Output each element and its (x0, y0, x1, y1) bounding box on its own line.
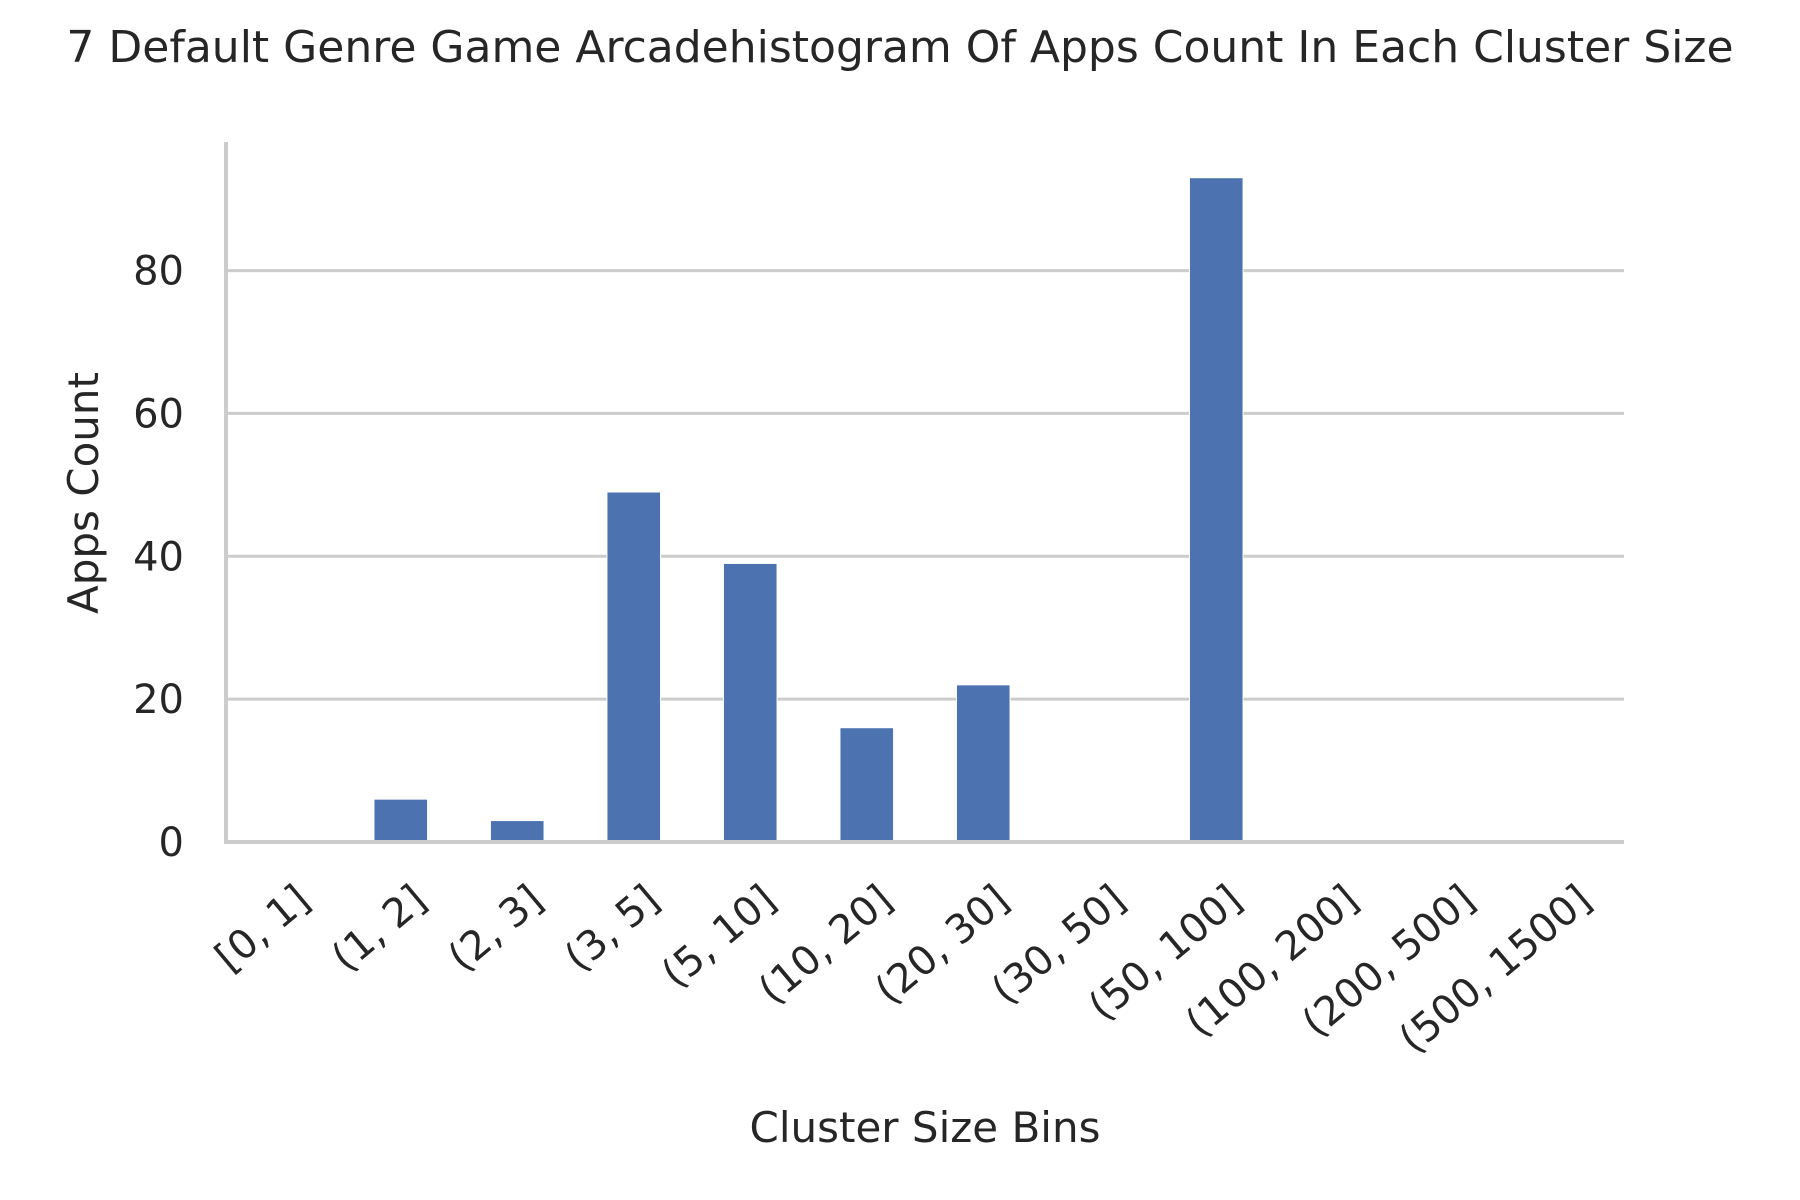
bars (373, 177, 1244, 843)
bar (373, 798, 429, 843)
bar (489, 820, 545, 843)
bar (606, 491, 662, 843)
x-axis-label: Cluster Size Bins (750, 1103, 1101, 1152)
grid-lines (226, 269, 1624, 701)
x-tick-labels: [0, 1] (1, 2] (2, 3] (3, 5](5, 10](10, 20](… (207, 876, 1600, 1062)
x-tick-label: (3, 5] (556, 876, 668, 980)
bar (722, 562, 778, 843)
x-tick-label: (2, 3] (440, 876, 552, 980)
x-tick-label: (1, 2] (323, 876, 435, 980)
y-axis-label: Apps Count (59, 372, 108, 614)
chart-title: 7 Default Genre Game Arcadehistogram Of … (66, 22, 1733, 73)
y-tick-labels: 0 20 40 60 80 (133, 249, 184, 866)
y-tick-label: 80 (133, 249, 184, 295)
y-tick-label: 0 (159, 820, 184, 866)
y-tick-label: 40 (133, 534, 184, 580)
y-tick-label: 60 (133, 391, 184, 437)
y-tick-label: 20 (133, 677, 184, 723)
x-tick-label: [0, 1] (207, 876, 319, 980)
bar (1188, 177, 1244, 843)
bar (955, 684, 1011, 843)
bar (839, 727, 895, 843)
